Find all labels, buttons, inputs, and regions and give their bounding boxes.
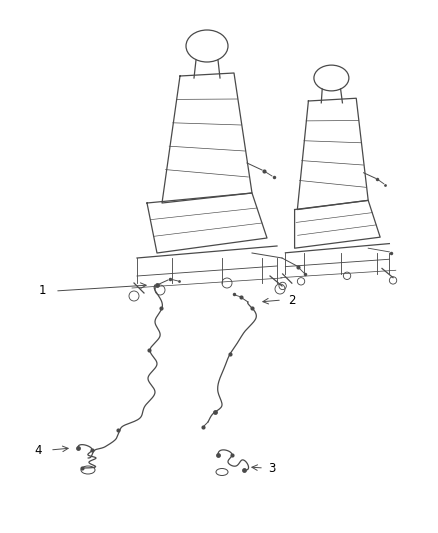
Text: 1: 1 <box>38 284 46 296</box>
Text: 2: 2 <box>288 294 296 306</box>
Text: 3: 3 <box>268 462 276 474</box>
Text: 4: 4 <box>34 443 42 456</box>
